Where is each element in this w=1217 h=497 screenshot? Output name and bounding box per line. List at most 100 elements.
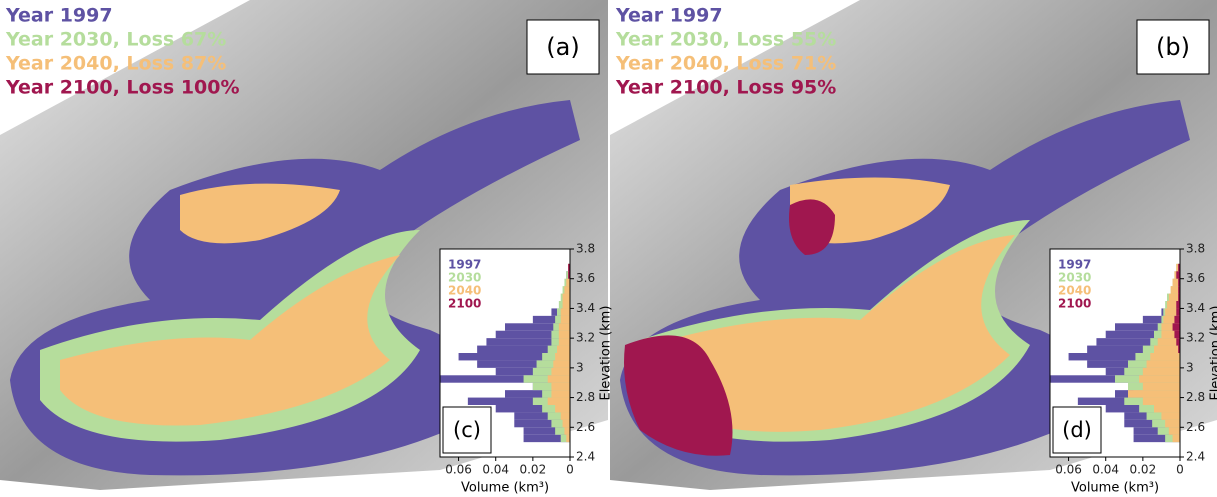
histogram-bar [458, 353, 570, 361]
map-legend-entry: Year 2100, Loss 95% [615, 77, 836, 99]
histogram-bar [1150, 353, 1180, 361]
histogram-bar [1115, 323, 1180, 331]
histogram-bar [1172, 323, 1180, 331]
histogram-bar [1133, 434, 1180, 443]
histogram-bar [1176, 308, 1180, 316]
y-tick-label: 2.6 [1186, 420, 1205, 434]
histogram-bar [477, 360, 570, 368]
y-tick-label: 2.4 [1186, 450, 1205, 464]
y-axis-label: Elevation (km) [599, 306, 614, 401]
histogram-bar [505, 390, 570, 398]
histogram-bar [1168, 293, 1180, 301]
histogram-bar [551, 390, 570, 398]
histogram-bar [562, 293, 570, 301]
axes-frame [1049, 248, 1181, 458]
histogram-bar [495, 330, 570, 339]
histogram-bar [568, 263, 570, 272]
histogram-bar [562, 419, 570, 428]
x-tick-label: 0.02 [519, 463, 546, 477]
histogram-bar [477, 345, 570, 353]
y-tick-label: 2.4 [576, 450, 595, 464]
glacier-2100 [624, 335, 733, 456]
y-tick-label: 3.4 [576, 301, 595, 315]
map-legend-entry: Year 2040, Loss 87% [5, 53, 226, 75]
map-legend-entry: Year 2030, Loss 55% [615, 29, 836, 51]
histogram-bar [1170, 286, 1180, 294]
histogram-bar [1142, 367, 1180, 376]
x-tick-label: 0.02 [1129, 463, 1156, 477]
panel-label: (c) [453, 418, 481, 442]
histogram-bar [1139, 375, 1180, 383]
glacier-2040 [650, 235, 1015, 432]
panel-label: (a) [546, 33, 579, 61]
histogram-bar [1178, 278, 1180, 287]
y-tick-label: 2.8 [576, 390, 595, 404]
histogram-legend-entry: 1997 [1058, 258, 1091, 272]
histogram-bar [566, 271, 570, 279]
panel-label-box [1052, 406, 1102, 454]
histogram-bar [495, 405, 570, 413]
histogram-bar [1105, 330, 1180, 339]
glacier-2040 [60, 255, 400, 426]
histogram-bar [1096, 338, 1180, 346]
y-tick-label: 3.6 [576, 271, 595, 285]
histogram-bar [1161, 412, 1180, 420]
map-legend-entry: Year 1997 [5, 5, 113, 27]
x-axis-label: Volume (km³) [461, 481, 549, 496]
y-tick-label: 3.6 [1186, 271, 1205, 285]
histogram-bar [553, 360, 570, 368]
histogram-bar [562, 301, 570, 309]
histogram-legend-entry: 2030 [1058, 271, 1091, 285]
histogram-bar [532, 315, 570, 324]
histogram-bar [1172, 278, 1180, 287]
x-tick-label: 0.06 [445, 463, 472, 477]
histogram-bar [523, 434, 570, 443]
histogram-bar [558, 323, 570, 331]
histogram-bar [555, 427, 570, 435]
histogram-bar [566, 278, 570, 287]
histogram-bar [1068, 353, 1180, 361]
y-tick-label: 3.4 [1186, 301, 1205, 315]
histogram-bar [1146, 360, 1180, 368]
histogram-bar [558, 330, 570, 339]
y-tick-label: 2.6 [576, 420, 595, 434]
x-tick-label: 0 [1176, 463, 1184, 477]
histogram-bar [1142, 397, 1180, 405]
x-tick-label: 0 [566, 463, 574, 477]
map-legend-entry: Year 2030, Loss 67% [5, 29, 226, 51]
histogram-bar [1128, 390, 1180, 398]
histogram-bar [557, 345, 570, 353]
y-tick-label: 3.2 [576, 331, 595, 345]
histogram-bar [1157, 338, 1180, 346]
histogram-bar [551, 367, 570, 376]
histogram-bar [505, 323, 570, 331]
histogram-bar [1163, 315, 1180, 324]
histogram-bar [551, 419, 570, 428]
histogram-legend-entry: 1997 [448, 258, 481, 272]
histogram-bar [440, 375, 570, 383]
glacier-2040-upper [180, 183, 340, 244]
histogram-bar [1142, 382, 1180, 391]
histogram-bar [1178, 263, 1180, 272]
histogram-bar [555, 353, 570, 361]
histogram-bar [523, 427, 570, 435]
histogram-bar [1161, 323, 1180, 331]
axes-frame [439, 248, 571, 458]
panel-label: (b) [1156, 33, 1190, 61]
histogram-legend-entry: 2040 [1058, 284, 1091, 298]
histogram-bar [560, 412, 570, 420]
histogram-bar [1161, 330, 1180, 339]
histogram-bar [560, 308, 570, 316]
panel-label-box [1136, 19, 1210, 75]
histogram-bar [551, 382, 570, 391]
histogram-bar [547, 412, 570, 420]
histogram-bar [1154, 345, 1180, 353]
histogram-bar [1172, 434, 1180, 443]
histogram-bar [564, 286, 570, 294]
histogram-bar [1165, 419, 1180, 428]
histogram-bar [560, 434, 570, 443]
y-tick-label: 2.8 [1186, 390, 1205, 404]
histogram-bar [555, 405, 570, 413]
histogram-bar [1167, 301, 1180, 309]
